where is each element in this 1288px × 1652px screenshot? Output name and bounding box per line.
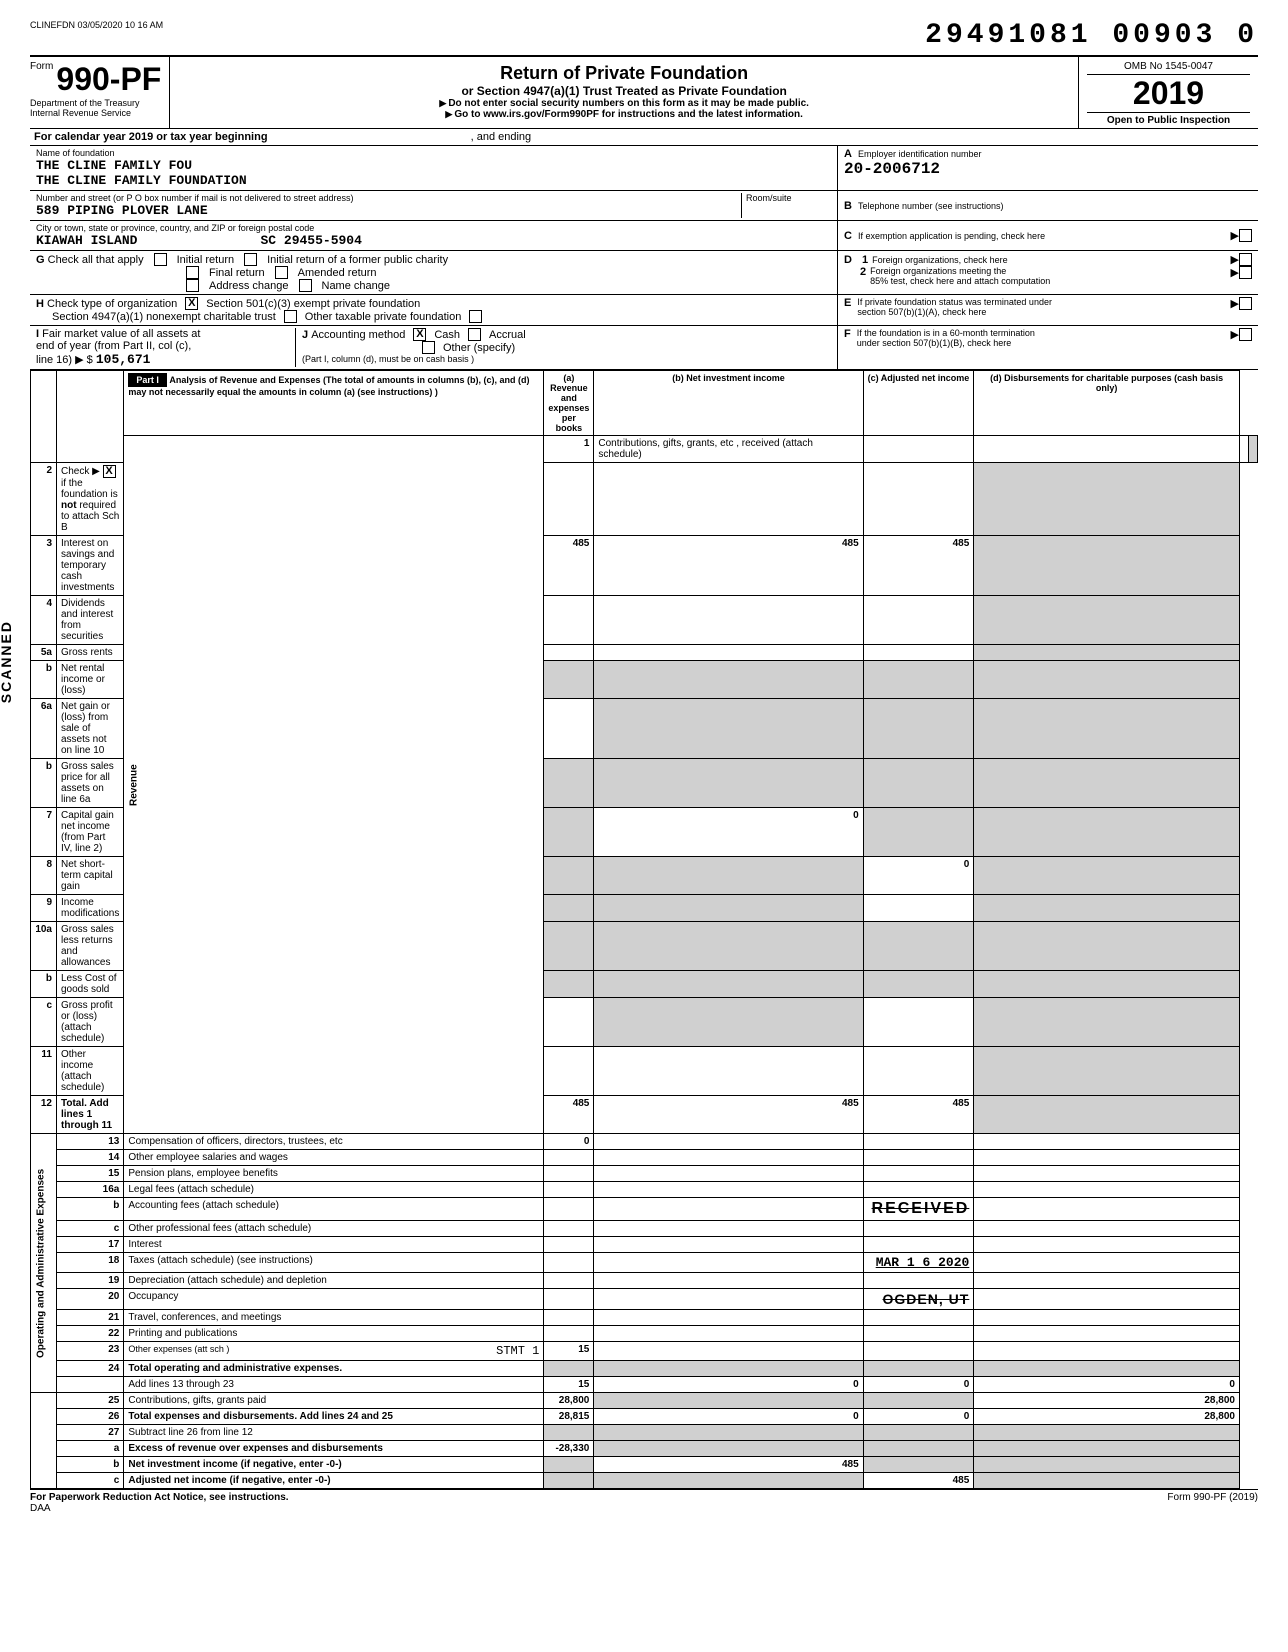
table-row: 15Pension plans, employee benefits [31, 1166, 1258, 1182]
address-label: Number and street (or P O box number if … [36, 193, 741, 203]
initial-return-checkbox[interactable] [154, 253, 167, 266]
table-row: 26Total expenses and disbursements. Add … [31, 1409, 1258, 1425]
other-taxable-checkbox[interactable] [469, 310, 482, 323]
fmv-all-assets: 105,671 [96, 352, 151, 367]
table-row: aExcess of revenue over expenses and dis… [31, 1441, 1258, 1457]
table-row: bAccounting fees (attach schedule)RECEIV… [31, 1198, 1258, 1221]
col-b-header: (b) Net investment income [594, 371, 863, 436]
table-row: Add lines 13 through 2315000 [31, 1377, 1258, 1393]
foundation-name-1: THE CLINE FAMILY FOU [36, 158, 831, 173]
state-zip-value: SC 29455-5904 [260, 233, 361, 248]
omb-number: OMB No 1545-0047 [1087, 59, 1250, 75]
foreign-org-checkbox[interactable] [1239, 253, 1252, 266]
table-row: Revenue 1Contributions, gifts, grants, e… [31, 436, 1258, 463]
exemption-pending-label: If exemption application is pending, che… [858, 231, 1231, 241]
table-row: Operating and Administrative Expenses 13… [31, 1134, 1258, 1150]
accounting-method-label: Accounting method [311, 329, 405, 341]
foreign-85pct-checkbox[interactable] [1239, 266, 1252, 279]
irs-label: Internal Revenue Service [30, 108, 161, 118]
org-type-label: Check type of organization [47, 298, 177, 310]
date-stamp: MAR 1 6 2020 [876, 1255, 970, 1270]
accrual-checkbox[interactable] [468, 328, 481, 341]
table-row: 24Total operating and administrative exp… [31, 1361, 1258, 1377]
table-row: 21Travel, conferences, and meetings [31, 1310, 1258, 1326]
cash-checkbox[interactable]: X [413, 328, 426, 341]
ein-value: 20-2006712 [844, 160, 940, 178]
city-label: City or town, state or province, country… [36, 223, 831, 233]
opex-side-label: Operating and Administrative Expenses [31, 1134, 57, 1393]
501c3-checkbox[interactable]: X [185, 297, 198, 310]
final-return-checkbox[interactable] [186, 266, 199, 279]
col-c-header: (c) Adjusted net income [863, 371, 974, 436]
foreign-org-label: Foreign organizations, check here [872, 255, 1230, 265]
507b1b-checkbox[interactable] [1239, 328, 1252, 341]
public-inspection: Open to Public Inspection [1087, 112, 1250, 126]
other-method-checkbox[interactable] [422, 341, 435, 354]
clinfdn-header: CLINEFDN 03/05/2020 10 16 AM [30, 20, 163, 30]
table-row: 27Subtract line 26 from line 12 [31, 1425, 1258, 1441]
table-row: 22Printing and publications [31, 1326, 1258, 1342]
table-row: 20OccupancyOGDEN, UT [31, 1289, 1258, 1310]
table-row: bNet investment income (if negative, ent… [31, 1457, 1258, 1473]
city-value: KIAWAH ISLAND [36, 233, 137, 248]
col-d-header: (d) Disbursements for charitable purpose… [974, 371, 1240, 436]
507b1a-checkbox[interactable] [1239, 297, 1252, 310]
table-row: 16aLegal fees (attach schedule) [31, 1182, 1258, 1198]
revenue-side-label: Revenue [124, 436, 544, 1134]
table-row: 18Taxes (attach schedule) (see instructi… [31, 1253, 1258, 1273]
part1-table: Part I Analysis of Revenue and Expenses … [30, 370, 1258, 1489]
table-row: cOther professional fees (attach schedul… [31, 1221, 1258, 1237]
check-all-apply: Check all that apply [48, 254, 144, 266]
tax-year: 2019 [1087, 75, 1250, 112]
table-row: 19Depreciation (attach schedule) and dep… [31, 1273, 1258, 1289]
table-row: 14Other employee salaries and wages [31, 1150, 1258, 1166]
ssn-warning: Do not enter social security numbers on … [180, 98, 1068, 109]
street-address: 589 PIPING PLOVER LANE [36, 203, 741, 218]
foundation-name-label: Name of foundation [36, 148, 831, 158]
table-row: cAdjusted net income (if negative, enter… [31, 1473, 1258, 1489]
form-number: 990-PF [56, 61, 161, 98]
table-row: 25Contributions, gifts, grants paid28,80… [31, 1393, 1258, 1409]
calendar-year-label: For calendar year 2019 or tax year begin… [30, 129, 1258, 145]
form-subtitle: or Section 4947(a)(1) Trust Treated as P… [180, 84, 1068, 98]
form-title: Return of Private Foundation [180, 63, 1068, 84]
ogden-stamp: OGDEN, UT [883, 1291, 970, 1307]
telephone-label: Telephone number (see instructions) [858, 201, 1004, 211]
address-change-checkbox[interactable] [186, 279, 199, 292]
goto-url: Go to www.irs.gov/Form990PF for instruct… [180, 109, 1068, 120]
form-prefix: Form [30, 61, 53, 72]
cash-basis-note: (Part I, column (d), must be on cash bas… [302, 354, 831, 364]
table-row: 17Interest [31, 1237, 1258, 1253]
name-change-checkbox[interactable] [299, 279, 312, 292]
document-locator-number: 29491081 00903 0 [925, 20, 1258, 51]
4947a1-checkbox[interactable] [284, 310, 297, 323]
dept-treasury: Department of the Treasury [30, 98, 161, 108]
table-row: 23Other expenses (att sch ) STMT 115 [31, 1342, 1258, 1361]
daa-label: DAA [30, 1503, 51, 1514]
room-suite-label: Room/suite [746, 193, 831, 203]
scanned-stamp: SCANNED [0, 620, 14, 703]
pra-notice: For Paperwork Reduction Act Notice, see … [30, 1492, 289, 1503]
ein-label: Employer identification number [858, 149, 982, 159]
exemption-pending-checkbox[interactable] [1239, 229, 1252, 242]
foundation-name-2: THE CLINE FAMILY FOUNDATION [36, 173, 831, 188]
amended-return-checkbox[interactable] [275, 266, 288, 279]
part1-header: Part I [128, 373, 167, 387]
stmt-1: STMT 1 [496, 1344, 539, 1358]
initial-return-former-checkbox[interactable] [244, 253, 257, 266]
col-a-header: (a) Revenue and expenses per books [544, 371, 594, 436]
sch-b-checkbox[interactable]: X [103, 465, 116, 478]
footer-form-label: Form 990-PF (2019) [1167, 1492, 1258, 1503]
received-stamp: RECEIVED [872, 1200, 970, 1217]
